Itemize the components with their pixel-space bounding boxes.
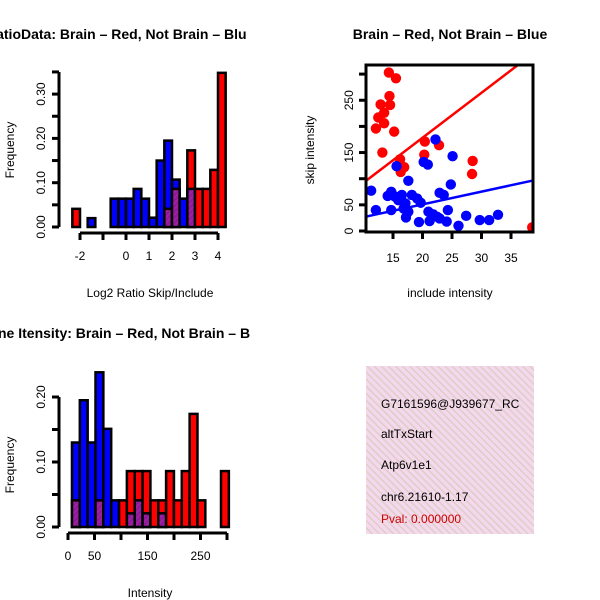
x-tick-label: 20 [416,251,430,265]
intensity-histogram-xlabel: Intensity [128,586,173,600]
point-not-brain [438,189,449,201]
y-tick-label: 0.10 [34,171,48,195]
point-brain [378,118,390,129]
point-brain [370,123,382,134]
point-not-brain [474,214,485,226]
x-tick-label: 4 [215,249,222,263]
y-tick-label: 0.00 [34,515,48,539]
point-not-brain [424,215,435,227]
bar-brain [196,499,207,529]
point-brain [384,90,395,102]
point-brain [375,99,386,110]
ratio-histogram: RatioData: Brain – Red, Not Brain – Blu … [0,26,247,300]
scatter-xlabel: include intensity [407,286,492,300]
x-tick-label: 1 [146,249,153,263]
point-not-brain [430,134,441,145]
y-tick-label: 250 [342,90,356,110]
intensity-histogram: ne Itensity: Brain – Red, Not Brain – B … [0,325,250,600]
x-tick-label: 150 [137,549,157,563]
point-not-brain [413,216,425,228]
point-not-brain [441,216,452,227]
point-brain [383,67,395,78]
x-tick-label: 50 [88,549,102,563]
y-tick-label: 0.20 [34,126,48,150]
point-brain [384,99,396,111]
intensity-histogram-ylabel: Frequency [3,437,17,494]
bar-brain [164,469,176,529]
point-not-brain [391,160,402,172]
point-brain [466,168,478,180]
x-tick-label: 3 [192,249,199,263]
point-brain [388,126,400,137]
point-not-brain [422,159,434,170]
x-tick-label: 15 [386,251,400,265]
fit-line-brain [366,65,520,183]
point-not-brain [445,179,457,190]
x-tick-label: 0 [123,249,130,263]
point-not-brain [460,210,472,222]
point-not-brain [442,204,454,216]
info-pval: Pval: 0.000000 [381,512,461,526]
bar-brain [71,207,82,229]
bar-brain [219,469,231,529]
ratio-histogram-title: RatioData: Brain – Red, Not Brain – Blu [0,26,247,42]
point-not-brain [453,220,464,231]
info-location: chr6.21610-1.17 [381,490,469,504]
point-brain [390,73,402,84]
bar-brain [188,412,199,529]
y-tick-label: 0.10 [34,450,48,474]
fit-line-not-brain [366,179,533,218]
point-not-brain [403,175,414,186]
x-tick-label: 25 [445,251,459,265]
point-not-brain [396,189,408,201]
info-gene: Atp6v1e1 [381,458,432,472]
x-tick-label: 2 [169,249,176,263]
y-tick-label: 0.00 [34,215,48,239]
point-not-brain [447,151,458,162]
scatter-points [366,65,533,232]
scatter-ylabel: skip intensity [303,116,317,185]
bar-not-brain [140,197,151,229]
y-tick-label: 0.20 [34,385,48,409]
x-tick-label: 35 [504,251,518,265]
y-tick-label: 150 [342,142,356,162]
point-brain [377,147,388,158]
intensity-histogram-title: ne Itensity: Brain – Red, Not Brain – B [0,325,250,341]
ratio-histogram-ylabel: Frequency [3,122,17,179]
point-not-brain [483,214,495,226]
y-tick-label: 0.30 [34,82,48,106]
info-box: G7161596@J939677_RC altTxStart Atp6v1e1 … [366,366,534,534]
x-tick-label: -2 [75,249,86,263]
info-id: G7161596@J939677_RC [381,397,520,411]
intensity-scatter: Brain – Red, Not Brain – Blue include in… [303,26,547,300]
point-brain [467,155,478,167]
x-tick-label: 0 [65,549,72,563]
y-tick-label: 0 [342,227,356,234]
point-not-brain [492,209,504,220]
point-not-brain [400,212,412,223]
scatter-title: Brain – Red, Not Brain – Blue [353,26,548,42]
bar-not-brain [86,216,97,229]
x-tick-label: 30 [475,251,489,265]
point-not-brain [366,185,377,196]
plot-box [364,63,535,234]
x-tick-label: 250 [190,549,210,563]
ratio-histogram-xlabel: Log2 Ratio Skip/Include [87,286,214,300]
info-event-type: altTxStart [381,427,433,441]
y-tick-label: 50 [342,198,356,212]
bar-not-brain [102,427,113,529]
bar-brain [216,71,227,229]
